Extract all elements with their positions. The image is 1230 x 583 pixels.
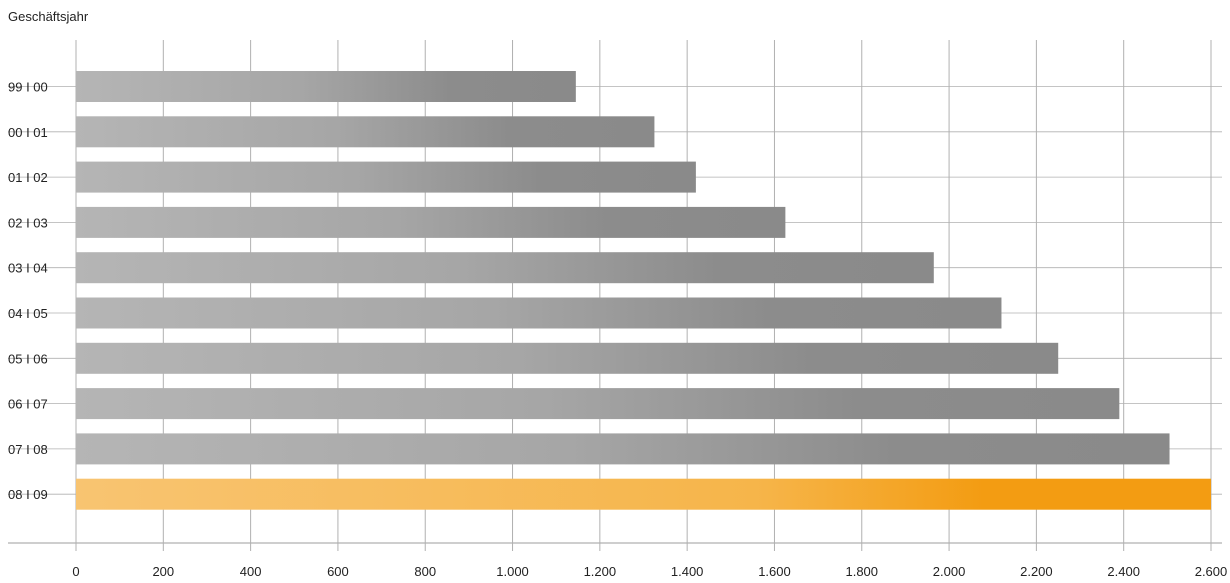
bars <box>76 71 1211 510</box>
category-label: 06 I 07 <box>8 397 48 412</box>
x-tick-label: 0 <box>72 564 79 579</box>
category-label: 99 I 00 <box>8 80 48 95</box>
bar <box>76 252 934 284</box>
category-label: 02 I 03 <box>8 215 48 230</box>
x-tick-label: 2.400 <box>1107 564 1140 579</box>
x-tick-label: 2.200 <box>1020 564 1053 579</box>
x-tick-label: 600 <box>327 564 349 579</box>
category-label: 04 I 05 <box>8 306 48 321</box>
category-label: 07 I 08 <box>8 442 48 457</box>
category-label: 05 I 06 <box>8 351 48 366</box>
y-axis-title: Geschäftsjahr <box>8 9 89 24</box>
category-label: 03 I 04 <box>8 261 48 276</box>
category-labels: 99 I 00 00 I 01 01 I 02 02 I 03 03 I 04 04 I … <box>8 80 48 503</box>
x-tick-labels: 0 200 400 600 800 1.000 1.200 1.400 1.600 1.800 2.… <box>72 564 1227 579</box>
bar-highlight <box>76 478 1211 510</box>
bar <box>76 206 786 238</box>
x-tick-label: 1.600 <box>758 564 791 579</box>
x-tick-label: 200 <box>152 564 174 579</box>
bar <box>76 116 655 148</box>
bar <box>76 342 1059 374</box>
x-tick-label: 800 <box>414 564 436 579</box>
x-tick-label: 1.400 <box>671 564 704 579</box>
bar <box>76 71 576 102</box>
x-tick-label: 2.000 <box>933 564 966 579</box>
category-label: 00 I 01 <box>8 125 48 140</box>
bar <box>76 388 1120 420</box>
x-tick-label: 1.200 <box>584 564 617 579</box>
x-tick-label: 1.000 <box>496 564 529 579</box>
bar <box>76 297 1002 329</box>
category-label: 08 I 09 <box>8 487 48 502</box>
x-tick-label: 1.800 <box>845 564 878 579</box>
x-tick-label: 2.600 <box>1195 564 1228 579</box>
category-label: 01 I 02 <box>8 170 48 185</box>
x-tick-label: 400 <box>240 564 262 579</box>
bar <box>76 433 1170 465</box>
bar <box>76 161 696 193</box>
